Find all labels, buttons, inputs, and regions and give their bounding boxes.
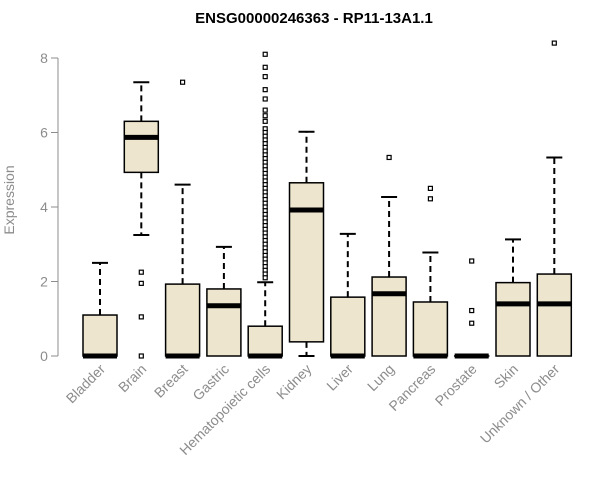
outlier-point — [262, 275, 268, 281]
outlier-point — [262, 51, 268, 57]
box-iqr — [247, 325, 283, 357]
outlier-point — [262, 64, 268, 70]
outlier-point — [138, 314, 144, 320]
y-tick-label: 8 — [40, 50, 48, 66]
box-iqr — [412, 301, 449, 357]
x-tick-label: Lung — [364, 361, 397, 394]
box-pancreas — [412, 185, 449, 359]
box-iqr — [371, 276, 407, 357]
box-brain — [123, 81, 160, 359]
outlier-point — [469, 320, 475, 326]
box-skin — [495, 238, 531, 357]
outlier-point — [138, 269, 144, 275]
y-axis-label: Expression — [1, 165, 17, 234]
x-tick-label: Breast — [151, 361, 191, 401]
box-iqr — [495, 281, 531, 357]
x-tick-label: Prostate — [432, 361, 480, 409]
box-iqr — [206, 288, 242, 357]
box-hematopoietic-cells — [247, 51, 283, 359]
y-tick-label: 4 — [40, 199, 48, 215]
x-tick-label: Bladder — [63, 361, 109, 407]
outlier-point — [262, 107, 268, 113]
outlier-point — [180, 79, 186, 85]
box-gastric — [206, 245, 242, 357]
y-tick-label: 0 — [40, 348, 48, 364]
outlier-point — [262, 87, 268, 93]
box-iqr — [536, 273, 573, 357]
outlier-point — [469, 258, 475, 264]
box-iqr — [330, 296, 366, 357]
y-axis: 0 2 4 6 8 — [40, 50, 59, 364]
x-tick-label: Kidney — [273, 361, 315, 403]
outlier-point — [551, 40, 557, 46]
outlier-point — [138, 353, 144, 359]
box-prostate — [453, 258, 490, 359]
box-series — [82, 40, 573, 359]
box-unknown-other — [536, 40, 573, 357]
outlier-point — [427, 196, 433, 202]
box-lung — [371, 154, 407, 357]
outlier-point — [469, 307, 475, 314]
outlier-point — [262, 113, 268, 119]
outlier-point — [262, 118, 268, 124]
box-liver — [330, 232, 366, 359]
outlier-point — [262, 96, 268, 102]
y-tick-label: 6 — [40, 125, 48, 141]
box-iqr — [164, 283, 201, 357]
x-tick-label: Brain — [115, 361, 149, 395]
box-bladder — [82, 261, 118, 359]
box-iqr — [288, 182, 325, 343]
box-kidney — [288, 130, 325, 357]
chart-title: ENSG00000246363 - RP11-13A1.1 — [195, 10, 433, 27]
y-tick-label: 2 — [40, 274, 48, 290]
box-iqr — [123, 120, 160, 174]
outlier-point — [138, 280, 144, 286]
outlier-point — [262, 74, 268, 80]
x-tick-label: Skin — [491, 361, 522, 392]
x-tick-label: Liver — [323, 361, 356, 394]
outlier-point — [386, 154, 392, 161]
outlier-point — [427, 185, 433, 191]
box-breast — [164, 79, 201, 359]
box-iqr — [82, 314, 118, 357]
